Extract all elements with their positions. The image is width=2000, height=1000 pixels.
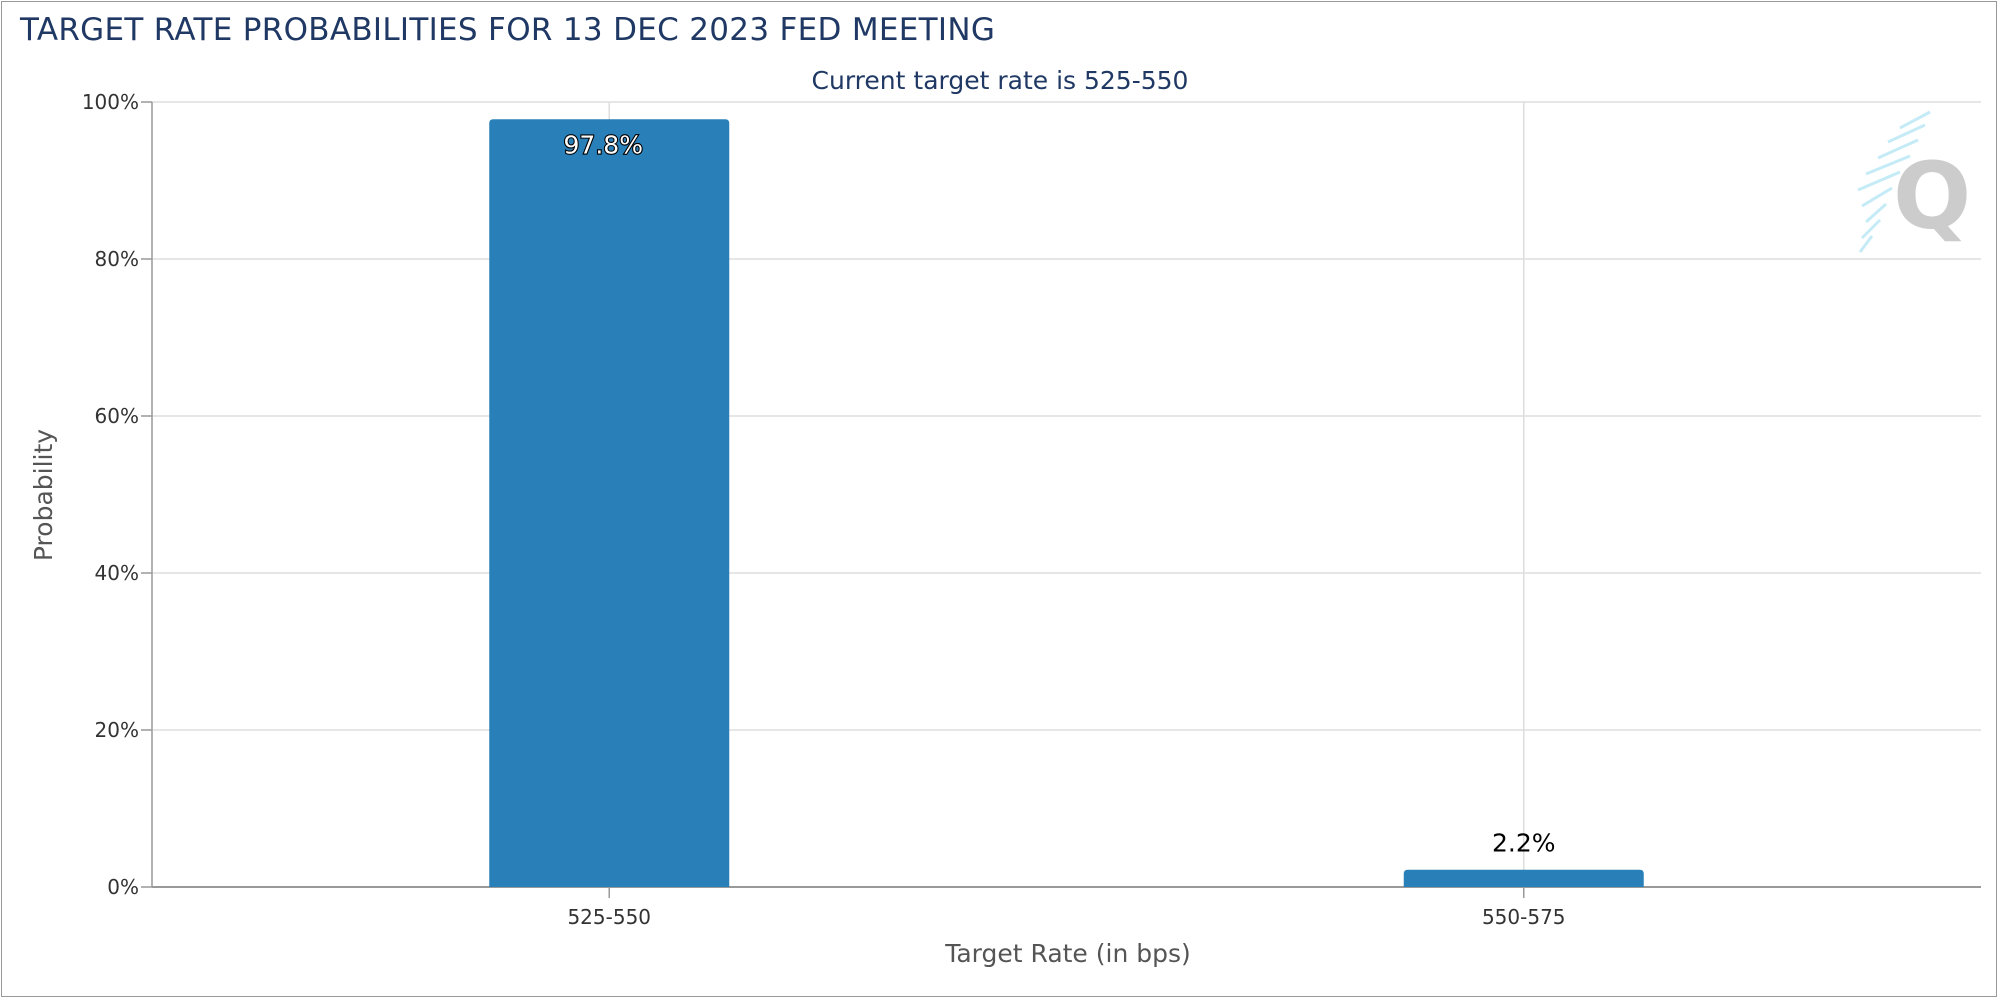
data-label: 97.8% <box>564 130 643 159</box>
y-axis-title: Probability <box>29 429 58 561</box>
bar-layer <box>489 119 1644 887</box>
x-axis-title: Target Rate (in bps) <box>944 939 1191 968</box>
data-label: 2.2% <box>1492 829 1556 858</box>
y-tick-label: 80% <box>95 247 139 271</box>
y-tick-label: 20% <box>95 718 139 742</box>
axis-layer: 0% 20% 40% 60% 80% 100% 525-550 550-575 <box>82 90 1981 929</box>
watermark-q: Q <box>1893 143 1971 250</box>
watermark-logo: Q <box>1857 110 1971 253</box>
chart-subtitle: Current target rate is 525-550 <box>812 66 1189 95</box>
grid-layer <box>152 101 1981 887</box>
x-tick-label: 525-550 <box>567 905 651 929</box>
y-tick-label: 60% <box>95 404 139 428</box>
bar-525-550[interactable] <box>489 119 730 887</box>
y-tick-label: 0% <box>107 875 139 899</box>
page-title: TARGET RATE PROBABILITIES FOR 13 DEC 202… <box>20 12 996 48</box>
y-tick-label: 40% <box>95 561 139 585</box>
label-layer: 97.8% 2.2% <box>562 129 1556 858</box>
x-tick-label: 550-575 <box>1482 905 1566 929</box>
y-tick-label: 100% <box>82 90 139 114</box>
bar-550-575[interactable] <box>1403 869 1644 887</box>
